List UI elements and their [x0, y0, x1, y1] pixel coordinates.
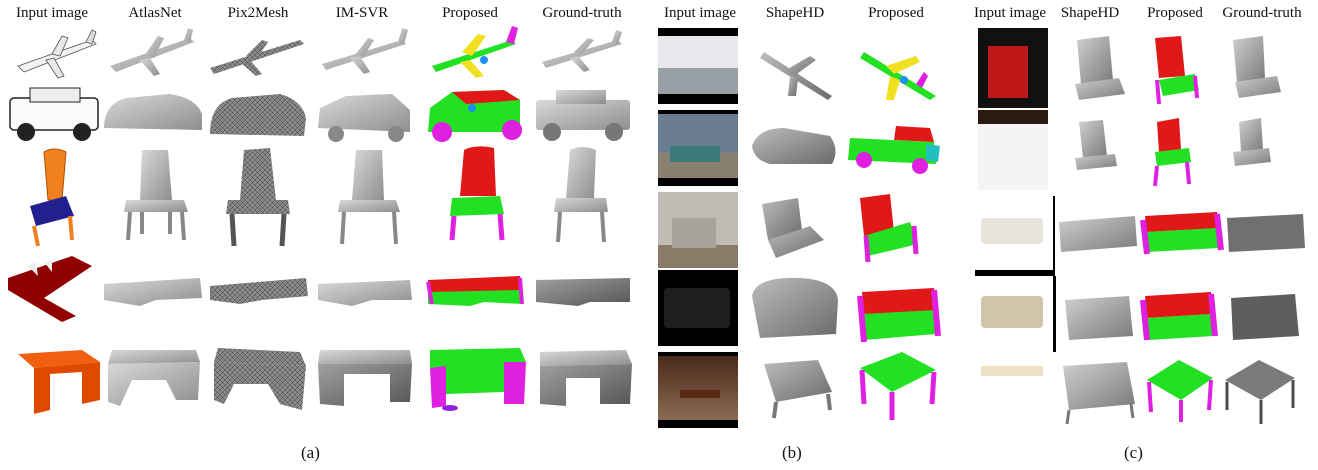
a-row1-groundtruth-airplane: [542, 30, 622, 72]
c-row4-proposed-sofa: [1140, 292, 1218, 341]
panel-b-figure: [752, 52, 941, 420]
a-row3-imsvr-chair: [338, 150, 400, 245]
b-row2-proposed-truck: [848, 126, 940, 174]
header-a-pix2mesh: Pix2Mesh: [227, 5, 289, 21]
a-row4-atlasnet-sofa: [104, 278, 202, 306]
a-row4-pix2mesh-sofa: [210, 278, 308, 304]
b-row3-shapehd-chair: [762, 198, 824, 258]
a-row3-proposed-chair: [449, 146, 505, 241]
a-row2-input-suv: [9, 87, 99, 141]
a-row3-atlasnet-chair: [124, 150, 188, 241]
b-input-photo-3: [658, 192, 738, 268]
c-input-photo-5: [975, 356, 1053, 430]
a-row2-groundtruth-truck: [536, 90, 630, 141]
c-row4-groundtruth-sofa: [1231, 294, 1299, 340]
c-input-photo-4: [975, 276, 1056, 352]
c-row3-groundtruth-sofa: [1227, 214, 1305, 252]
c-input-photo-1: [978, 28, 1048, 108]
a-row2-proposed-car: [428, 90, 522, 142]
c-row4-shapehd-sofa: [1065, 296, 1133, 340]
c-row2-proposed-chair: [1153, 118, 1191, 187]
a-row5-imsvr-desk: [318, 350, 412, 406]
a-row5-input-desk: [18, 350, 100, 414]
c-input-photo-3: [975, 196, 1055, 278]
c-input-photo-2: [978, 110, 1048, 190]
a-row2-imsvr-car: [318, 94, 410, 142]
c-row1-proposed-chair: [1155, 36, 1199, 105]
a-row1-proposed-airplane: [432, 26, 518, 78]
header-c-proposed: Proposed: [1147, 5, 1203, 21]
header-b-input: Input image: [663, 5, 737, 21]
header-c-input: Input image: [973, 5, 1047, 21]
a-row1-imsvr-airplane: [322, 28, 408, 74]
a-row5-atlasnet-desk: [108, 350, 200, 406]
c-row3-proposed-sofa: [1140, 212, 1224, 255]
a-row2-pix2mesh-car: [210, 94, 306, 136]
a-row4-proposed-sofa: [426, 276, 524, 306]
b-input-photo-1: [658, 28, 738, 104]
c-row5-shapehd-table: [1063, 362, 1135, 425]
c-row3-shapehd-sofa: [1059, 216, 1137, 252]
a-row4-imsvr-sofa: [318, 280, 412, 306]
c-row5-proposed-table: [1147, 360, 1213, 422]
b-row1-shapehd-airplane: [760, 52, 832, 100]
panel-a-figure: [8, 26, 632, 414]
a-row5-groundtruth-desk: [540, 350, 632, 406]
header-a-groundtruth: Ground-truth: [542, 5, 622, 21]
a-row3-pix2mesh-chair: [226, 148, 290, 247]
a-row4-input-sofa: [8, 256, 92, 322]
b-row3-proposed-chair: [860, 194, 919, 263]
b-row1-proposed-airplane: [860, 52, 936, 100]
header-a-input: Input image: [15, 5, 89, 21]
a-row3-input-chair: [30, 148, 74, 247]
a-row3-groundtruth-chair: [554, 147, 608, 243]
b-input-photo-4: [658, 270, 738, 346]
caption-b: (b): [782, 443, 802, 462]
a-row2-atlasnet-car: [104, 94, 202, 130]
c-row2-groundtruth-chair: [1233, 118, 1271, 166]
header-a-imsvr: IM-SVR: [335, 5, 389, 21]
b-input-photo-5: [658, 352, 738, 428]
a-row5-pix2mesh-desk: [214, 348, 306, 410]
header-b-proposed: Proposed: [868, 5, 924, 21]
caption-a: (a): [301, 443, 320, 462]
b-input-photo-2: [658, 110, 738, 186]
header-c-groundtruth: Ground-truth: [1222, 5, 1302, 21]
b-row4-shapehd-sofa: [752, 277, 838, 338]
a-row1-pix2mesh-airplane: [210, 40, 304, 76]
panel-c-figure: [1059, 36, 1305, 425]
header-a-proposed: Proposed: [442, 5, 498, 21]
a-row1-input-airplane: [17, 29, 97, 79]
c-row1-shapehd-chair: [1075, 36, 1125, 100]
c-row2-shapehd-chair: [1075, 120, 1117, 170]
header-b-shapehd: ShapeHD: [765, 5, 825, 21]
caption-c: (c): [1124, 443, 1143, 462]
b-row5-shapehd-table: [764, 360, 832, 419]
b-row2-shapehd-car: [752, 128, 836, 164]
b-row4-proposed-sofa: [857, 288, 941, 343]
c-row5-groundtruth-table: [1225, 360, 1295, 424]
c-row1-groundtruth-chair: [1233, 36, 1281, 98]
header-c-shapehd: ShapeHD: [1060, 5, 1120, 21]
header-a-atlasnet: AtlasNet: [128, 5, 182, 21]
a-row4-groundtruth-sofa: [536, 278, 630, 306]
a-row1-atlasnet-airplane: [110, 28, 194, 76]
b-row5-proposed-table: [859, 352, 937, 420]
a-row5-proposed-desk: [430, 348, 526, 411]
